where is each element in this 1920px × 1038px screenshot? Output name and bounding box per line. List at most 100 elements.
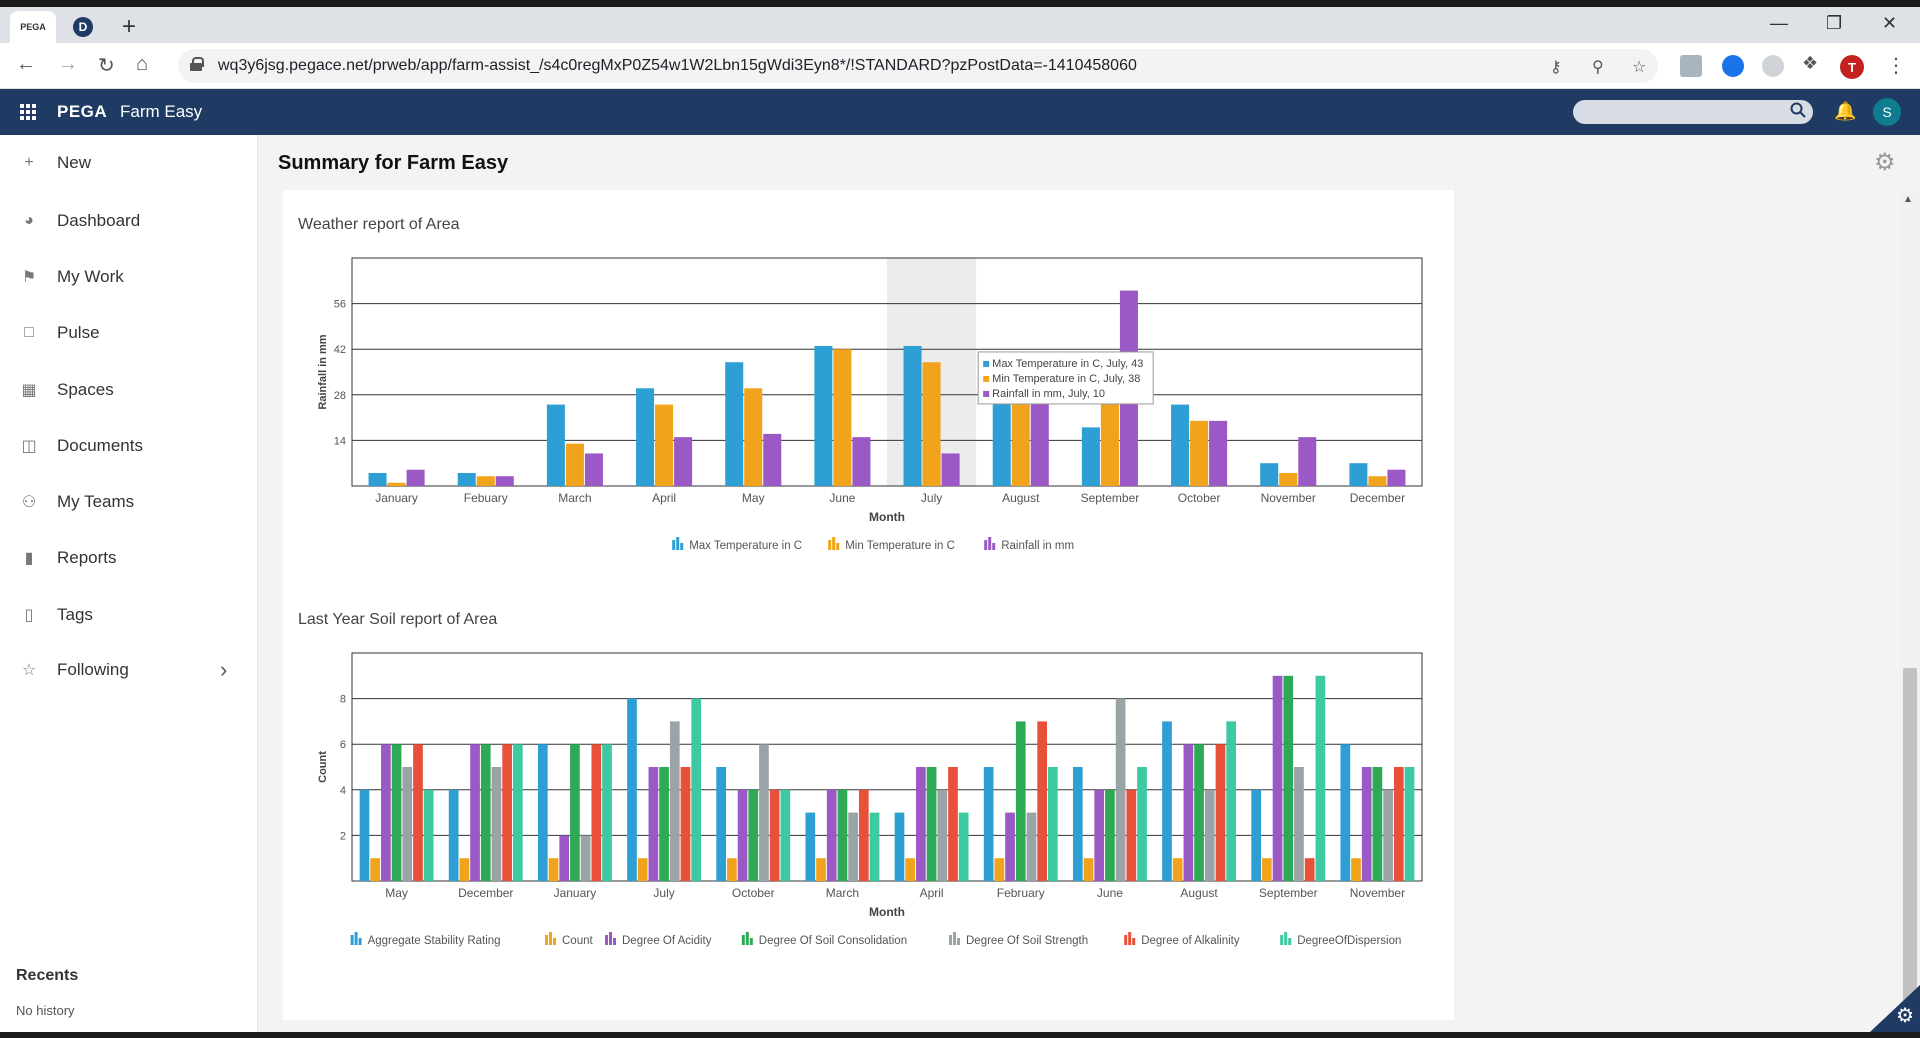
bar	[459, 858, 470, 881]
bar	[659, 767, 669, 881]
new-tab-button[interactable]: +	[122, 13, 137, 40]
team-users-icon: ⚇	[21, 494, 37, 511]
sidebar-item-label: Following	[57, 660, 129, 679]
bar	[391, 744, 402, 881]
bar	[546, 404, 565, 486]
bar	[1137, 767, 1147, 881]
x-tick-label: January	[554, 886, 597, 900]
bar	[1393, 767, 1404, 881]
notifications-bell-icon[interactable]: 🔔	[1834, 101, 1857, 121]
recents-heading: Recents	[16, 967, 79, 984]
chevron-right-icon: ›	[220, 657, 228, 682]
extension-cloud-icon[interactable]	[1762, 55, 1784, 77]
sidebar-item-my-work[interactable]: ⚑ My Work	[0, 255, 258, 299]
extensions-puzzle-icon[interactable]: ❖	[1802, 53, 1819, 73]
sidebar-item-dashboard[interactable]: ◕ Dashboard	[0, 199, 258, 243]
extension-globe-icon[interactable]	[1722, 55, 1744, 77]
bar	[1100, 398, 1119, 486]
legend-swatch	[1124, 935, 1128, 945]
legend-item: Degree of Alkalinity	[1124, 932, 1240, 947]
sidebar-item-new[interactable]: + New	[0, 141, 258, 185]
soil-chart: 2 4 6 8 Count May December January July October Ma…	[317, 652, 1423, 947]
dashboard-gauge-icon: ◕	[24, 212, 34, 229]
key-icon[interactable]: ⚷	[1550, 59, 1562, 76]
bar	[448, 789, 459, 881]
sidebar-item-label: Spaces	[57, 380, 114, 399]
reload-button[interactable]: ↻	[98, 55, 115, 77]
sidebar-item-documents[interactable]: ◫ Documents	[0, 424, 258, 468]
sidebar-item-my-teams[interactable]: ⚇ My Teams	[0, 480, 258, 524]
x-tick-label: August	[1002, 491, 1040, 505]
scrollbar-thumb[interactable]	[1903, 668, 1917, 1018]
browser-tab-d[interactable]: D	[66, 11, 100, 43]
sidebar-item-spaces[interactable]: ▦ Spaces	[0, 368, 258, 412]
bar	[1171, 404, 1190, 486]
bar	[1005, 812, 1015, 881]
legend-swatch	[350, 935, 354, 945]
bar	[565, 443, 584, 486]
legend-swatch	[545, 935, 548, 945]
close-window-button[interactable]: ✕	[1882, 13, 1898, 33]
x-axis-label: Month	[869, 510, 905, 524]
gear-icon: ⚙	[1896, 1005, 1914, 1027]
extension-icon[interactable]	[1680, 55, 1702, 77]
bar	[1083, 858, 1094, 881]
soil-chart-title: Last Year Soil report of Area	[298, 611, 498, 628]
bar	[869, 812, 880, 881]
legend-swatch	[741, 935, 745, 945]
scroll-up-arrow-icon[interactable]: ▲	[1903, 194, 1913, 205]
back-button[interactable]: ←	[16, 53, 36, 75]
bar	[1387, 469, 1406, 486]
legend-swatch	[553, 938, 556, 945]
sidebar-item-pulse[interactable]: □ Pulse	[0, 311, 258, 355]
zoom-icon[interactable]: ⚲	[1592, 59, 1604, 76]
x-tick-label: May	[385, 886, 408, 900]
y-axis-label: Count	[317, 751, 329, 783]
minimize-button[interactable]: —	[1770, 13, 1788, 33]
x-tick-label: May	[742, 491, 765, 505]
user-avatar[interactable]: S	[1873, 98, 1901, 126]
bar	[655, 404, 674, 486]
sidebar: + New ◕ Dashboard ⚑ My Work □ Pulse ▦ Spaces …	[0, 135, 258, 1032]
browser-menu-icon[interactable]: ⋮	[1886, 55, 1906, 77]
search-icon[interactable]	[1790, 102, 1806, 118]
bar-chart-icon: ▮	[24, 550, 34, 567]
sidebar-item-reports[interactable]: ▮ Reports	[0, 536, 258, 580]
x-tick-label: April	[920, 886, 944, 900]
bar	[1351, 858, 1361, 881]
search-input[interactable]	[1573, 100, 1813, 124]
bar	[816, 858, 826, 881]
app-name: Farm Easy	[120, 102, 203, 121]
restore-button[interactable]: ❐	[1826, 13, 1843, 33]
bar	[1340, 744, 1351, 881]
sidebar-item-tags[interactable]: ▯ Tags	[0, 593, 258, 637]
home-button[interactable]: ⌂	[136, 53, 149, 75]
bar	[1209, 420, 1228, 486]
sidebar-item-following[interactable]: ☆ Following ›	[0, 648, 258, 692]
bar	[759, 744, 769, 881]
app-launcher-icon[interactable]	[20, 104, 36, 120]
tab-favicon: D	[73, 17, 93, 37]
bar	[680, 767, 691, 881]
bar	[1172, 858, 1183, 881]
bookmark-star-icon[interactable]: ☆	[1632, 59, 1647, 76]
sidebar-item-label: Reports	[57, 548, 117, 567]
legend-swatch	[676, 537, 680, 550]
bar	[725, 362, 744, 486]
bar	[1368, 476, 1387, 486]
bar	[537, 744, 548, 881]
x-tick-label: February	[997, 886, 1045, 900]
bar	[1283, 675, 1294, 881]
browser-tab-pega[interactable]: PEGA	[10, 11, 56, 43]
legend-swatch	[549, 932, 552, 945]
spaces-grid-icon: ▦	[21, 382, 37, 399]
bar	[470, 744, 480, 881]
tooltip-swatch	[983, 360, 990, 367]
forward-button[interactable]: →	[58, 53, 78, 75]
bar	[548, 858, 559, 881]
url-field[interactable]: wq3y6jsg.pegace.net/prweb/app/farm-assis…	[178, 49, 1658, 83]
bar	[406, 469, 425, 486]
profile-avatar[interactable]: T	[1840, 55, 1864, 79]
settings-gear-icon[interactable]: ⚙	[1874, 149, 1896, 176]
legend-swatch	[988, 537, 992, 550]
